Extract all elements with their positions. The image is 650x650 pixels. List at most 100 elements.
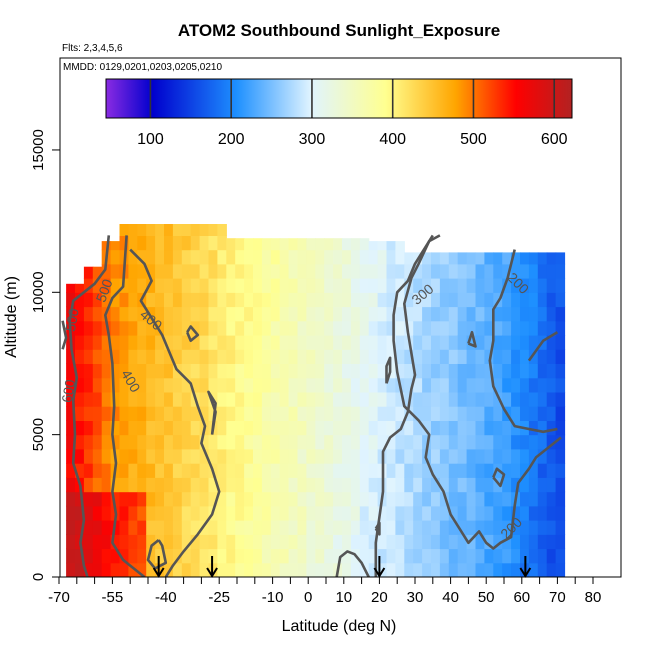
heatmap-cell <box>528 377 539 393</box>
heatmap-cell <box>439 448 450 464</box>
heatmap-cell <box>235 263 245 279</box>
heatmap-cell <box>83 534 94 550</box>
heatmap-cell <box>297 420 307 436</box>
heatmap-cell <box>146 434 156 450</box>
heatmap-cell <box>270 477 281 493</box>
heatmap-cell <box>386 391 396 407</box>
heatmap-cell <box>324 505 334 521</box>
heatmap-cell <box>413 406 423 421</box>
heatmap-cell <box>83 406 94 421</box>
heatmap-cell <box>466 349 477 364</box>
heatmap-cell <box>119 420 129 436</box>
contour-line <box>129 248 221 577</box>
heatmap-cell <box>315 562 325 577</box>
heatmap-cell <box>324 306 334 322</box>
heatmap-cell <box>155 235 165 251</box>
heatmap-cell <box>146 263 156 279</box>
heatmap-cell <box>368 278 379 293</box>
heatmap-cell <box>493 548 503 564</box>
heatmap-cell <box>377 377 388 393</box>
heatmap-cell <box>101 292 112 308</box>
heatmap-cell <box>155 505 165 521</box>
heatmap-cell <box>386 349 396 364</box>
heatmap-cell <box>324 335 334 350</box>
heatmap-cell <box>226 349 236 364</box>
heatmap-cell <box>502 335 512 350</box>
heatmap-cell <box>137 448 147 464</box>
heatmap-cell <box>253 491 263 507</box>
heatmap-cell <box>261 420 272 436</box>
heatmap-cell <box>92 363 103 379</box>
heatmap-cell <box>190 534 201 550</box>
heatmap-cell <box>288 505 299 521</box>
heatmap-cell <box>520 406 530 421</box>
heatmap-cell <box>306 335 316 350</box>
heatmap-cell <box>537 349 548 364</box>
heatmap-cell <box>546 335 557 350</box>
heatmap-cell <box>395 477 405 493</box>
heatmap-cell <box>181 377 192 393</box>
heatmap-cell <box>324 448 334 464</box>
heatmap-cell <box>297 349 307 364</box>
heatmap-cell <box>350 349 361 364</box>
heatmap-cell <box>333 548 343 564</box>
heatmap-cell <box>244 320 254 336</box>
heatmap-cell <box>226 434 236 450</box>
heatmap-cell <box>342 249 352 265</box>
heatmap-cell <box>457 263 468 279</box>
heatmap-cell <box>83 391 94 407</box>
heatmap-cell <box>457 434 468 450</box>
heatmap-cell <box>172 406 183 421</box>
heatmap-cell <box>137 434 147 450</box>
heatmap-cell <box>101 349 112 364</box>
heatmap-cell <box>172 349 183 364</box>
heatmap-cell <box>306 420 316 436</box>
heatmap-cell <box>457 292 468 308</box>
heatmap-cell <box>155 263 165 279</box>
heatmap-cell <box>190 377 201 393</box>
heatmap-cell <box>484 534 494 550</box>
heatmap-cell <box>217 235 227 251</box>
heatmap-cell <box>181 235 192 251</box>
x-tick-label: 40 <box>442 589 459 606</box>
heatmap-cell <box>359 491 370 507</box>
heatmap-cell <box>261 292 272 308</box>
contour-line <box>385 356 392 384</box>
heatmap-cell <box>431 306 441 322</box>
heatmap-cell <box>164 434 174 450</box>
heatmap-cell <box>333 534 343 550</box>
heatmap-cell <box>546 278 557 293</box>
heatmap-cell <box>253 349 263 364</box>
heatmap-cell <box>137 320 147 336</box>
heatmap-cell <box>422 320 432 336</box>
heatmap-cell <box>520 477 530 493</box>
heatmap-cell <box>457 463 468 478</box>
heatmap-cell <box>555 263 566 279</box>
heatmap-cell <box>208 320 218 336</box>
heatmap-cell <box>457 335 468 350</box>
heatmap-cell <box>190 320 201 336</box>
heatmap-cell <box>279 278 290 293</box>
heatmap-cell <box>404 363 414 379</box>
heatmap-cell <box>342 562 352 577</box>
heatmap-cell <box>101 363 112 379</box>
heatmap-cell <box>297 562 307 577</box>
heatmap-cell <box>261 238 272 251</box>
x-tick-label: 80 <box>585 589 602 606</box>
heatmap-cell <box>395 406 405 421</box>
heatmap-cell <box>164 448 174 464</box>
flights-label: Flts: 2,3,4,5,6 <box>62 43 123 54</box>
heatmap-cell <box>484 505 494 521</box>
heatmap-cell <box>466 363 477 379</box>
heatmap-cell <box>199 406 210 421</box>
heatmap-cell <box>546 320 557 336</box>
heatmap-cell <box>288 534 299 550</box>
heatmap-cell <box>333 491 343 507</box>
heatmap-cell <box>181 292 192 308</box>
heatmap-cell <box>555 363 566 379</box>
heatmap-cell <box>208 434 218 450</box>
heatmap-cell <box>511 477 521 493</box>
heatmap-cell <box>288 238 299 251</box>
heatmap-cell <box>342 306 352 322</box>
heatmap-cell <box>439 335 450 350</box>
